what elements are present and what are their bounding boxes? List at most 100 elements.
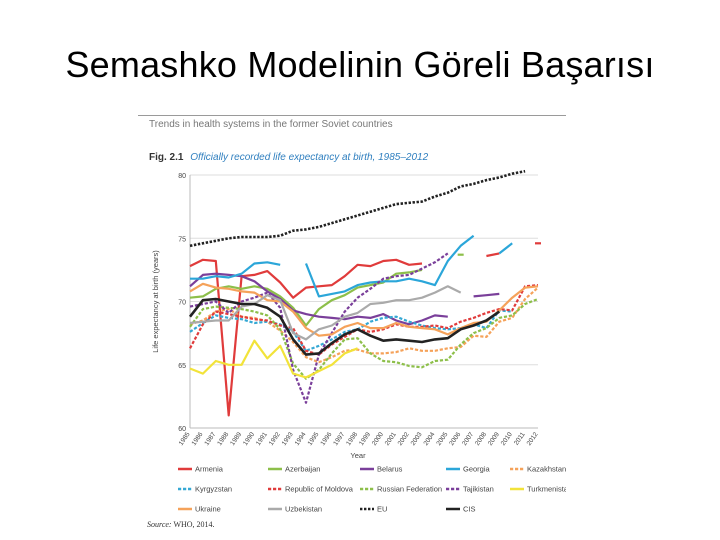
x-axis-label: Year	[350, 451, 366, 460]
y-tick-label: 60	[178, 426, 186, 433]
series-azerbaijan	[189, 253, 464, 327]
legend-item-eu: EU	[360, 505, 387, 514]
legend-label: Kyrgyzstan	[195, 485, 232, 494]
series-line-armenia	[189, 258, 423, 417]
legend-label: Tajikistan	[463, 485, 494, 494]
source-text: WHO, 2014.	[173, 520, 215, 529]
series-line-georgia	[190, 261, 281, 280]
series-georgia	[190, 234, 513, 298]
series-line-kazakhstan	[189, 286, 539, 364]
y-tick-label: 70	[178, 300, 186, 307]
legend-item-kyrgyzstan: Kyrgyzstan	[178, 485, 232, 494]
x-tick-label: 2010	[500, 431, 514, 447]
life-expectancy-chart: 6065707580198519861987198819891990199119…	[151, 169, 566, 514]
y-tick-label: 75	[178, 236, 186, 243]
series-line-cis	[188, 297, 501, 356]
legend-label: Armenia	[195, 465, 224, 474]
series-line-eu	[189, 169, 526, 248]
legend-label: Kazakhstan	[527, 465, 566, 474]
x-tick-label: 1988	[216, 431, 230, 447]
y-axis-label: Life expectancy at birth (years)	[151, 250, 160, 353]
x-tick-label: 2009	[487, 431, 501, 447]
series-armenia	[189, 242, 541, 417]
legend-item-armenia: Armenia	[178, 465, 224, 474]
x-tick-label: 1990	[242, 431, 256, 447]
x-tick-label: 2011	[513, 431, 527, 447]
x-tick-label: 1995	[306, 431, 320, 447]
x-tick-label: 1994	[294, 431, 308, 447]
legend-label: Georgia	[463, 465, 491, 474]
figure-header: Trends in health systems in the former S…	[149, 119, 393, 130]
legend-label: Azerbaijan	[285, 465, 320, 474]
legend-label: Turkmenistan	[527, 485, 566, 494]
series-kazakhstan	[189, 286, 539, 364]
legend-label: Ukraine	[195, 505, 221, 514]
series-turkmenistan	[189, 339, 359, 379]
series-line-uzbekistan	[189, 285, 462, 341]
x-tick-label: 1992	[268, 431, 282, 447]
x-tick-label: 2000	[371, 431, 385, 447]
legend-item-kazakhstan: Kazakhstan	[510, 465, 566, 474]
legend-item-cis: CIS	[446, 505, 476, 514]
series-line-turkmenistan	[189, 339, 359, 379]
legend-label: Uzbekistan	[285, 505, 322, 514]
header-rule	[138, 115, 566, 116]
series-line-republic-of-moldova	[189, 284, 539, 356]
legend-label: Russian Federation	[377, 485, 442, 494]
series-eu	[189, 169, 526, 248]
x-tick-label: 1993	[281, 431, 295, 447]
x-tick-label: 1998	[345, 431, 359, 447]
legend-item-georgia: Georgia	[446, 465, 491, 474]
series-line-georgia	[304, 234, 475, 298]
series-line-azerbaijan	[189, 268, 423, 327]
x-tick-label: 1987	[203, 431, 217, 447]
legend-label: Republic of Moldova	[285, 485, 354, 494]
series-line-armenia	[486, 252, 500, 258]
figure-title: Officially recorded life expectancy at b…	[190, 152, 429, 163]
legend-label: Belarus	[377, 465, 403, 474]
series-line-belarus	[189, 272, 448, 326]
series-russian-federation	[189, 297, 539, 380]
x-tick-label: 2008	[474, 431, 488, 447]
series-cis	[188, 297, 501, 356]
x-tick-label: 1986	[190, 431, 204, 447]
legend: Armenia Azerbaijan Belarus Georgia Kazakhsta…	[178, 465, 566, 514]
x-tick-label: 1996	[319, 431, 333, 447]
legend-label: CIS	[463, 505, 476, 514]
figure-caption: Fig. 2.1 Officially recorded life expect…	[149, 152, 428, 163]
legend-item-turkmenistan: Turkmenistan	[510, 485, 566, 494]
x-tick-label: 2007	[461, 431, 475, 447]
x-tick-label: 2012	[526, 431, 540, 447]
legend-item-ukraine: Ukraine	[178, 505, 221, 514]
source-note: Source: WHO, 2014.	[147, 520, 215, 529]
figure-number: Fig. 2.1	[149, 152, 184, 163]
legend-item-azerbaijan: Azerbaijan	[268, 465, 320, 474]
series-line-belarus	[473, 292, 500, 298]
series-line-georgia	[498, 242, 513, 255]
x-tick-label: 1997	[332, 431, 346, 447]
x-tick-label: 2006	[448, 431, 462, 447]
x-tick-label: 1989	[229, 431, 243, 447]
series-uzbekistan	[189, 285, 462, 341]
series-republic-of-moldova	[189, 284, 539, 356]
legend-label: EU	[377, 505, 387, 514]
series-line-russian-federation	[189, 297, 539, 380]
x-tick-label: 2001	[384, 431, 398, 447]
x-tick-label: 2002	[397, 431, 411, 447]
source-label: Source:	[147, 520, 172, 529]
chart-figure: Trends in health systems in the former S…	[138, 114, 566, 534]
slide-title: Semashko Modelinin Göreli Başarısı	[65, 44, 655, 85]
x-tick-label: 1991	[255, 431, 269, 447]
y-tick-label: 80	[178, 173, 186, 180]
legend-item-russian-federation: Russian Federation	[360, 485, 442, 494]
legend-item-tajikistan: Tajikistan	[446, 485, 494, 494]
x-tick-label: 2005	[435, 431, 449, 447]
legend-item-republic-of-moldova: Republic of Moldova	[268, 485, 354, 494]
x-tick-label: 1985	[178, 431, 192, 447]
y-tick-label: 65	[178, 363, 186, 370]
series-lines	[188, 169, 541, 417]
x-tick-label: 2004	[422, 431, 436, 447]
x-tick-label: 1999	[358, 431, 372, 447]
x-tick-label: 2003	[410, 431, 424, 447]
legend-item-belarus: Belarus	[360, 465, 403, 474]
